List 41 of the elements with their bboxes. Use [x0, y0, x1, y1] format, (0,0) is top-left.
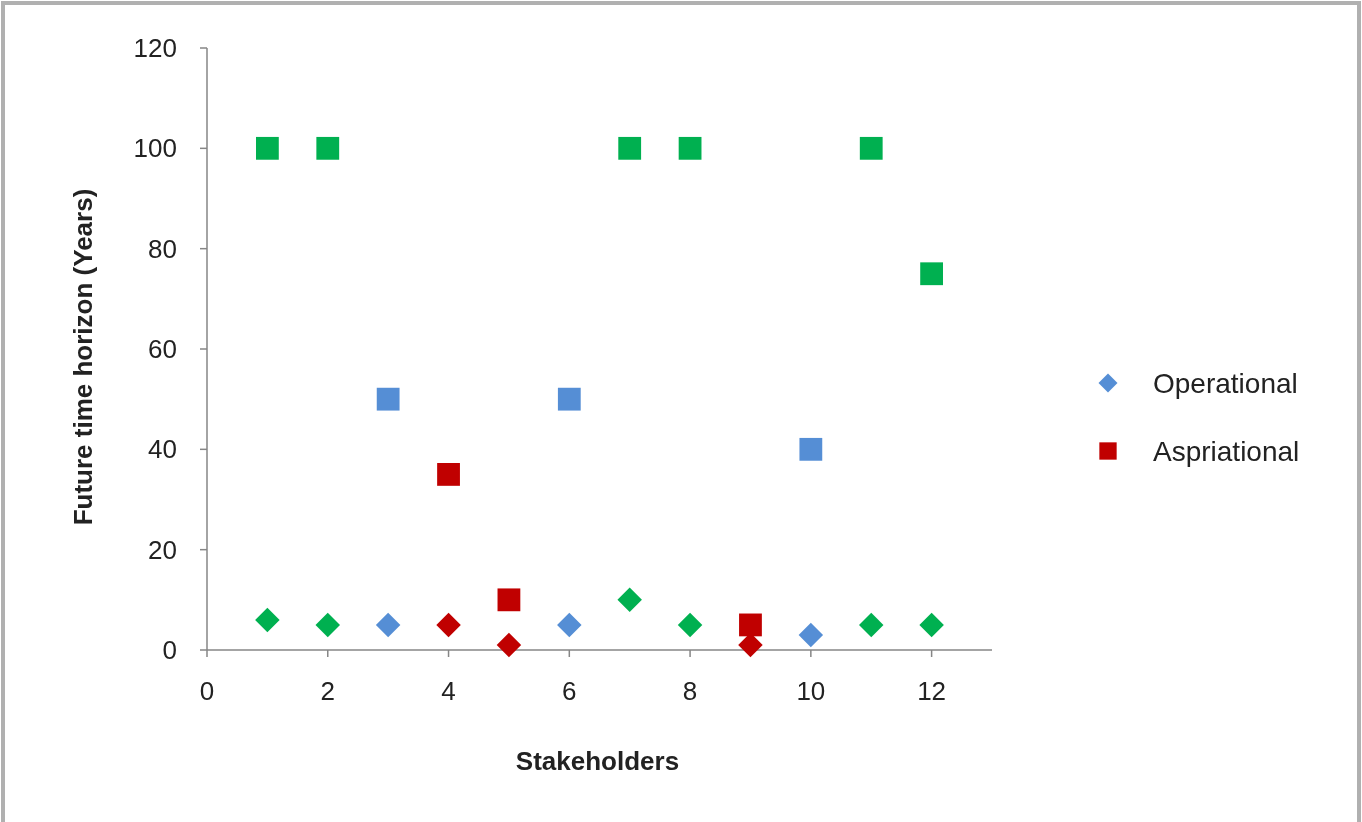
legend-label: Aspriational	[1153, 435, 1300, 467]
point	[677, 612, 703, 638]
x-tick-label: 4	[441, 676, 456, 706]
point	[920, 262, 944, 286]
y-tick-label: 120	[133, 33, 177, 64]
point	[375, 612, 401, 638]
point	[739, 613, 762, 637]
point	[376, 387, 400, 411]
legend-label: Operational	[1153, 367, 1298, 399]
y-tick-label: 60	[148, 334, 177, 365]
x-tick-label: 0	[199, 676, 215, 706]
point	[859, 136, 883, 160]
y-tick-label: 20	[148, 534, 177, 565]
y-tick-label: 40	[148, 434, 177, 465]
point	[798, 622, 824, 648]
point	[617, 587, 642, 613]
y-tick-label: 0	[162, 635, 177, 666]
x-tick-label: 12	[917, 676, 947, 706]
x-tick-label: 2	[320, 676, 335, 706]
point	[678, 136, 702, 160]
y-tick-label: 80	[148, 233, 177, 264]
point	[557, 612, 582, 638]
point	[497, 588, 521, 612]
point	[437, 463, 460, 486]
point	[618, 136, 642, 160]
point	[496, 632, 522, 658]
point	[858, 612, 884, 638]
point	[316, 136, 340, 160]
point	[799, 437, 823, 461]
x-tick-label: 6	[562, 676, 577, 706]
point	[255, 136, 279, 160]
point	[919, 612, 944, 638]
point	[557, 387, 581, 411]
x-axis-title: Stakeholders	[515, 746, 680, 776]
point	[436, 612, 461, 638]
point	[255, 607, 280, 633]
y-axis-title: Future time horizon (Years)	[68, 188, 98, 526]
point	[315, 612, 341, 638]
x-tick-label: 10	[796, 676, 826, 706]
x-tick-label: 8	[682, 676, 698, 706]
y-tick-label: 100	[133, 133, 177, 164]
